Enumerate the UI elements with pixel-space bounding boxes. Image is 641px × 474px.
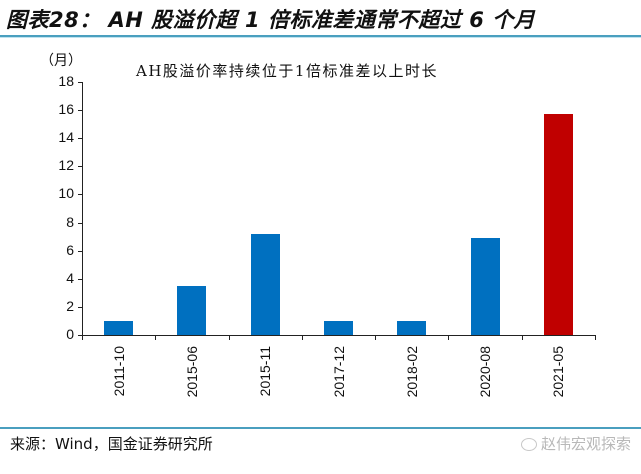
x-tick-label-text: 2015-06 [183, 346, 200, 398]
x-tick [155, 335, 157, 340]
x-tick [301, 335, 303, 340]
y-tick [78, 278, 82, 280]
y-tick-label: 16 [58, 101, 74, 118]
watermark-text: 赵伟宏观探索 [540, 435, 631, 453]
x-tick-label: 2015-11 [257, 346, 273, 406]
x-tick [595, 335, 596, 340]
y-tick-label: 6 [66, 241, 74, 258]
y-tick [78, 166, 82, 168]
y-tick-label: 0 [66, 326, 74, 342]
y-tick-label: 2 [66, 297, 74, 314]
x-tick-label: 2021-05 [550, 346, 566, 406]
x-tick [448, 335, 450, 340]
bar-2011-10 [104, 320, 134, 335]
bar-2021-05 [543, 114, 573, 335]
top-rule [0, 35, 641, 37]
x-tick-label: 2015-06 [184, 346, 200, 406]
bar-2017-12 [324, 320, 353, 335]
x-tick [228, 335, 230, 340]
x-tick-label: 2017-12 [331, 346, 347, 406]
x-tick-label-text: 2015-11 [257, 346, 274, 397]
y-tick [78, 110, 82, 112]
y-tick [78, 138, 82, 140]
y-tick [78, 250, 82, 252]
bar-2015-11 [250, 233, 280, 335]
y-tick-label: 10 [58, 185, 74, 202]
y-tick [78, 82, 82, 83]
y-tick-label: 14 [58, 129, 74, 146]
x-tick-label-text: 2021-05 [550, 346, 567, 398]
wechat-icon [520, 438, 537, 451]
bar-2018-02 [397, 320, 427, 335]
x-tick-label: 2018-02 [404, 346, 420, 406]
y-tick [78, 194, 82, 196]
y-axis-unit: （月） [40, 53, 82, 69]
bottom-rule [0, 427, 641, 429]
x-tick [82, 335, 83, 340]
source-note: 来源：Wind，国金证券研究所 [10, 435, 213, 453]
x-tick-label-text: 2020-08 [477, 346, 494, 398]
bar-2020-08 [470, 238, 500, 335]
x-tick-label: 2020-08 [477, 346, 493, 406]
y-tick-label: 4 [66, 269, 74, 286]
y-tick-label: 18 [58, 73, 74, 89]
x-tick [375, 335, 377, 340]
watermark: 赵伟宏观探索 [520, 433, 631, 454]
x-tick-label-text: 2018-02 [403, 346, 420, 398]
y-axis [82, 82, 83, 336]
y-tick-label: 12 [58, 157, 74, 174]
figure-title: 图表28： AH 股溢价超 1 倍标准差通常不超过 6 个月 [6, 8, 536, 32]
y-tick [78, 222, 82, 224]
chart-title: AH股溢价率持续位于1倍标准差以上时长 [136, 62, 438, 80]
y-tick-label: 8 [66, 213, 74, 230]
y-tick [78, 306, 82, 308]
bar-2015-06 [177, 285, 207, 335]
y-tick [78, 335, 82, 336]
x-tick-label-text: 2011-10 [110, 346, 127, 397]
x-tick-label: 2011-10 [111, 346, 127, 406]
x-tick-label-text: 2017-12 [330, 346, 347, 398]
x-axis [82, 335, 595, 336]
x-tick [521, 335, 523, 340]
